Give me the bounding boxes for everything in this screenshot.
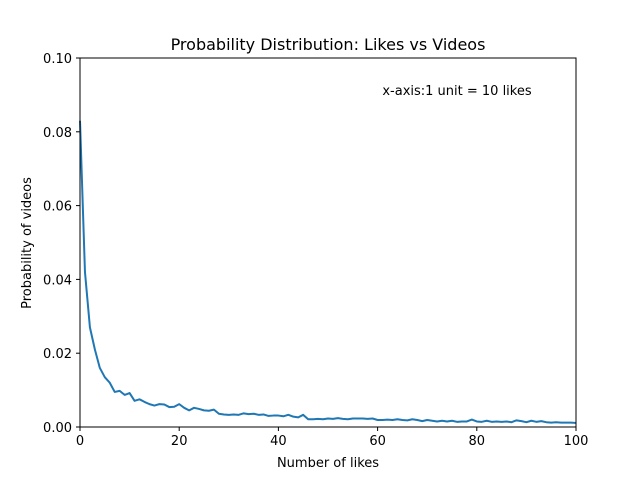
x-tick-label: 80: [469, 434, 486, 449]
series-layer: [79, 120, 577, 424]
plot-frame: [79, 57, 577, 428]
chart-annotation: x-axis:1 unit = 10 likes: [382, 84, 532, 99]
x-tick-label: 100: [564, 434, 589, 449]
y-tick-label: 0.10: [43, 52, 72, 67]
x-tick-label: 60: [369, 434, 386, 449]
y-axis-label: Probability of videos: [20, 177, 35, 309]
y-tick-label: 0.04: [43, 273, 72, 288]
series-line: [79, 120, 577, 424]
chart-title: Probability Distribution: Likes vs Video…: [171, 35, 486, 54]
x-tick-label: 20: [171, 434, 188, 449]
x-axis-label: Number of likes: [277, 456, 379, 471]
x-tick-label: 0: [76, 434, 84, 449]
y-tick-label: 0.00: [43, 421, 72, 436]
x-tick-label: 40: [270, 434, 287, 449]
y-tick-label: 0.08: [43, 126, 72, 141]
y-tick-label: 0.06: [43, 200, 72, 215]
y-tick-label: 0.02: [43, 347, 72, 362]
ticks-layer: 0 20 40 60 80 100 0.00 0.02 0.04 0.06 0.08 0.10: [43, 52, 588, 449]
